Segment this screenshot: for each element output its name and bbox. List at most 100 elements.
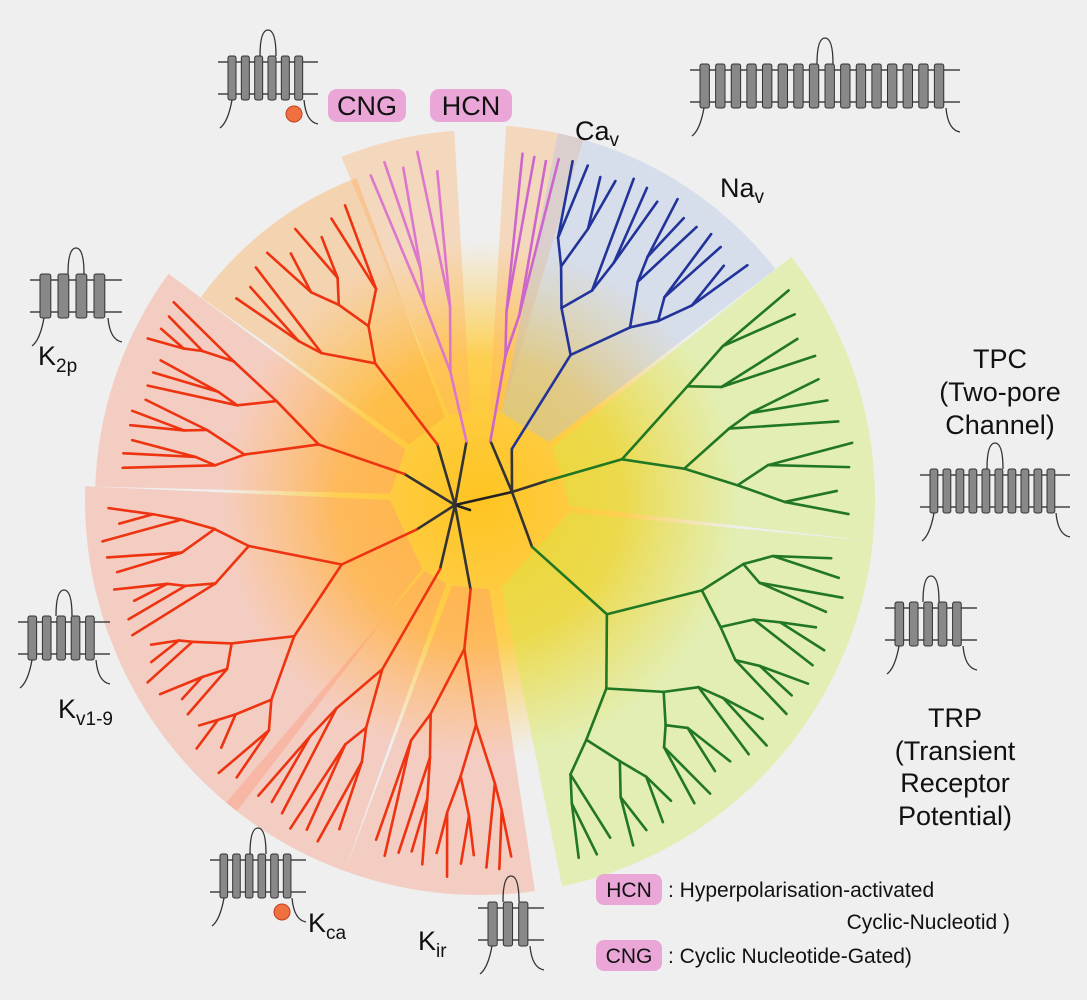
branch [485,782,497,869]
kca-label: Kca [308,908,347,944]
branch [459,814,471,865]
channel-icon [478,875,545,975]
branch [289,252,313,294]
branch [403,472,457,507]
branch [510,353,572,451]
branch [216,390,239,407]
tail [31,317,123,347]
helix [699,63,710,109]
branch [122,451,197,459]
branch [364,667,384,729]
branch [186,667,229,716]
branch [560,306,572,357]
branch [317,443,406,476]
branch [618,759,648,779]
branch [105,551,184,559]
branch [758,664,793,697]
branch [663,232,713,299]
helix [746,63,757,109]
tail [691,107,961,137]
branch [656,304,694,323]
helix [39,273,52,319]
trp-label: Receptor [900,768,1010,798]
branch [144,398,209,432]
branch [570,802,599,856]
branch [569,738,588,776]
branch [749,399,829,415]
helix [254,55,264,101]
hcn-highlight [430,89,512,122]
branch [132,582,169,603]
branch [151,371,220,394]
branch [308,707,338,738]
branch [130,409,186,432]
branch [586,175,602,231]
helix [27,615,38,661]
branch [438,503,457,571]
helix [75,273,88,319]
branch [619,795,648,832]
branch [517,157,560,317]
branch [230,634,296,645]
helix [1007,468,1017,514]
branch [158,675,204,696]
clade-wedge [501,512,873,887]
branch [636,255,649,284]
branch [646,197,679,259]
branch [504,314,521,358]
branch [766,463,851,469]
branch [201,349,235,363]
branch [467,814,476,857]
branch [682,427,731,470]
branch [270,734,312,804]
branch [459,723,478,778]
branch [205,428,246,456]
branch [727,420,840,430]
helix [270,853,279,899]
branch [510,490,534,549]
helix [793,63,804,109]
cnbd [285,105,303,123]
channel-icon [30,247,123,347]
clade-wedge [341,130,471,416]
branch [436,169,452,308]
branch [620,385,689,461]
branch [367,287,378,328]
clade-wedge [552,256,876,542]
helix [840,63,851,109]
branch [151,512,183,521]
branch [734,658,788,716]
branch [232,359,278,403]
branch [194,455,217,467]
helix [994,468,1004,514]
tpc-label: Channel) [945,410,1055,440]
branch [420,797,429,866]
branch [664,723,689,730]
topology-icons [18,29,1071,975]
branch [243,443,320,456]
branch [445,774,462,814]
branch [449,370,468,443]
clade-wedge [200,177,445,445]
tail [886,645,978,675]
tail [479,945,545,975]
branch [219,713,237,749]
branch [381,567,442,671]
branch [686,726,732,763]
branch [383,739,413,858]
legend-abbr: HCN [606,879,652,902]
branch [127,584,187,621]
branch [305,743,347,831]
branch [335,667,384,710]
cnbd [273,903,291,921]
helix [981,468,991,514]
branch [344,726,368,746]
branch [646,216,686,259]
branch [397,756,432,854]
tree [101,150,854,878]
legend-text: Cyclic-Nucleotid ) [847,911,1010,934]
tail [921,512,1071,542]
branch [165,582,187,588]
branch [343,204,378,291]
channel-icon [218,29,319,129]
